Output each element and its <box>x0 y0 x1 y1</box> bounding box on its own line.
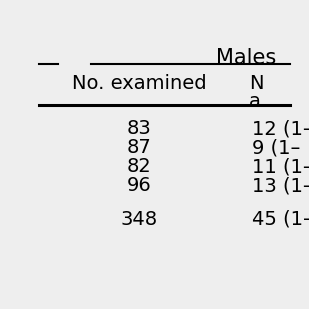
Text: 45 (1–: 45 (1– <box>252 210 309 229</box>
Text: 12 (1–: 12 (1– <box>252 119 309 138</box>
Text: 82: 82 <box>127 157 152 176</box>
Text: 87: 87 <box>127 138 152 157</box>
Text: Males: Males <box>216 48 276 68</box>
Text: 83: 83 <box>127 119 152 138</box>
Text: 9 (1–: 9 (1– <box>252 138 300 157</box>
Text: 96: 96 <box>127 176 152 195</box>
Text: No. examined: No. examined <box>72 74 206 93</box>
Text: 13 (1–: 13 (1– <box>252 176 309 195</box>
Text: 348: 348 <box>121 210 158 229</box>
Text: 11 (1–: 11 (1– <box>252 157 309 176</box>
Text: a: a <box>249 92 261 111</box>
Text: N: N <box>249 74 264 93</box>
